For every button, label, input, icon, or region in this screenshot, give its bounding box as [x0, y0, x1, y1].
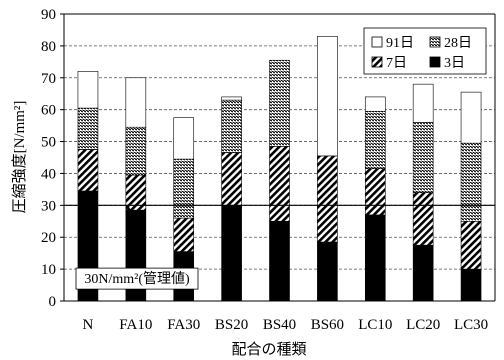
bar-segment — [460, 91, 482, 144]
x-tick-label: BS40 — [263, 317, 296, 333]
legend-label: 3日 — [444, 56, 465, 71]
legend-label: 7日 — [386, 56, 407, 71]
bar-segment — [173, 117, 195, 160]
bar-segment — [317, 241, 338, 302]
bar-segment — [125, 126, 147, 176]
x-tick-label: FA10 — [119, 317, 152, 333]
legend: 91日 28日 7日 3日 — [363, 27, 487, 75]
x-tick-label: BS20 — [215, 317, 248, 333]
x-tick-labels: N FA10 FA30 BS20 BS40 BS60 LC10 LC20 LC30 — [83, 317, 489, 333]
legend-box — [363, 27, 487, 75]
bar-segment — [317, 36, 338, 157]
x-tick-label: LC10 — [358, 317, 392, 333]
bar-segment — [221, 99, 242, 154]
bar-segment — [317, 155, 338, 243]
x-tick-label: LC20 — [406, 317, 440, 333]
y-tick-label: 80 — [41, 39, 56, 55]
y-tick-label: 70 — [41, 71, 56, 87]
x-tick-label: LC30 — [454, 317, 488, 333]
bar-segment — [221, 96, 242, 101]
bar-segment — [364, 110, 386, 169]
x-tick-label: N — [83, 317, 94, 333]
reference-arrowhead — [125, 206, 133, 213]
y-tick-label: 30 — [41, 198, 56, 214]
bar-segment — [269, 220, 290, 302]
legend-swatch — [371, 56, 383, 68]
bar-segment — [412, 122, 434, 193]
bar-segment — [460, 142, 482, 222]
y-tick-labels: 0 10 20 30 40 50 60 70 80 90 — [41, 7, 56, 310]
y-tick-label: 90 — [41, 7, 56, 23]
legend-swatch — [371, 36, 383, 48]
bar-segment — [412, 83, 434, 123]
y-tick-label: 40 — [41, 166, 56, 182]
bar-segment — [269, 59, 290, 147]
bar-segment — [221, 205, 242, 302]
legend-swatch — [429, 56, 441, 68]
bar-segment — [173, 217, 195, 252]
bar-segment — [221, 152, 242, 206]
bar-segment — [125, 77, 147, 128]
reference-line-group: 30N/mm²(管理値) — [64, 204, 495, 290]
bar-segment — [460, 268, 482, 302]
bar-segment — [77, 107, 99, 150]
x-axis-label: 配合の種類 — [231, 341, 306, 358]
bar-segment — [364, 168, 386, 216]
y-tick-label: 10 — [41, 262, 56, 278]
y-axis-label: 圧縮強度[N/mm²] — [11, 101, 28, 214]
x-tick-label: FA30 — [167, 317, 200, 333]
axes — [60, 13, 496, 302]
x-tick-label: BS60 — [311, 317, 344, 333]
bar-segment — [364, 214, 386, 302]
legend-label: 91日 — [386, 36, 414, 51]
y-tick-label: 50 — [41, 135, 56, 151]
bar-segment — [460, 220, 482, 270]
bars — [77, 36, 482, 302]
bar-segment — [269, 146, 290, 222]
legend-label: 28日 — [444, 36, 472, 51]
bar-segment — [77, 71, 99, 109]
bar-segment — [77, 149, 99, 192]
reference-label: 30N/mm²(管理値) — [84, 271, 190, 287]
bar-segment — [412, 244, 434, 302]
legend-swatch — [429, 36, 441, 48]
y-tick-label: 60 — [41, 103, 56, 119]
y-tick-label: 0 — [49, 294, 57, 310]
bar-segment — [173, 158, 195, 219]
bar-segment — [364, 96, 386, 112]
y-tick-label: 20 — [41, 230, 56, 246]
reference-label-box — [75, 267, 199, 290]
bar-segment — [412, 192, 434, 246]
